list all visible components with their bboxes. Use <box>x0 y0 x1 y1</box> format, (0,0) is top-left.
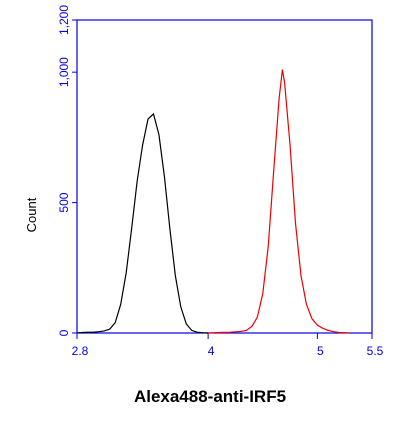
histogram-line <box>208 69 351 334</box>
histogram-line <box>76 112 209 334</box>
x-tick-label: 4 <box>208 344 215 358</box>
x-tick-label: 5 <box>317 344 324 358</box>
x-axis-label: Alexa488-anti-IRF5 <box>134 387 286 406</box>
y-axis-label: Count <box>24 197 39 232</box>
y-tick-label: 0 <box>57 329 71 336</box>
x-tick-label: 5.5 <box>367 344 384 358</box>
y-tick-label: 1,000 <box>57 57 71 87</box>
y-tick-label: 500 <box>57 192 71 212</box>
y-tick-label: 1,200 <box>57 5 71 35</box>
plot-frame <box>76 19 373 334</box>
x-tick-label: 2.8 <box>72 344 89 358</box>
